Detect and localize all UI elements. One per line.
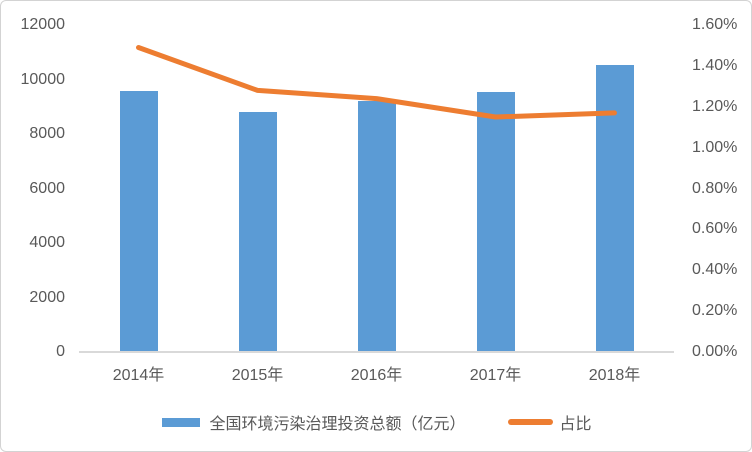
x-axis-tick-label: 2016年 xyxy=(350,367,403,384)
right-axis-tick-label: 0.40% xyxy=(692,261,738,279)
x-axis-tick-label: 2015年 xyxy=(231,367,284,384)
right-axis-tick-label: 1.60% xyxy=(692,16,738,33)
left-axis-tick-label: 0 xyxy=(56,343,65,360)
x-axis-tick-label: 2017年 xyxy=(469,367,522,384)
right-axis-tick-label: 0.20% xyxy=(692,302,738,320)
legend-label: 占比 xyxy=(559,416,592,433)
left-axis-tick-label: 4000 xyxy=(29,234,65,251)
bar-2014年 xyxy=(119,91,158,352)
x-axis-tick-label: 2014年 xyxy=(112,367,165,384)
x-axis-tick-label: 2018年 xyxy=(588,367,641,384)
right-axis-tick-label: 0.60% xyxy=(692,220,738,238)
legend-item-ratio: 占比 xyxy=(507,410,592,434)
bar-2018年 xyxy=(595,65,634,352)
right-axis-tick-label: 0.80% xyxy=(692,179,738,197)
bar-2015年 xyxy=(238,112,277,352)
legend-item-investment: 全国环境污染治理投资总额（亿元） xyxy=(162,410,466,434)
left-axis-tick-label: 8000 xyxy=(29,125,65,142)
right-axis-tick-label: 0.00% xyxy=(692,343,738,360)
x-axis-line xyxy=(79,351,674,353)
right-axis-tick-label: 1.40% xyxy=(692,56,738,74)
left-axis-tick-label: 10000 xyxy=(20,70,66,88)
left-axis-tick-label: 2000 xyxy=(29,288,65,306)
left-axis-tick-label: 12000 xyxy=(20,16,66,33)
bar-2016年 xyxy=(357,100,396,352)
right-axis-tick-label: 1.00% xyxy=(692,138,738,156)
legend-bar-swatch xyxy=(162,417,201,427)
bar-2017年 xyxy=(476,92,515,352)
legend-line-swatch xyxy=(507,419,553,425)
right-axis-tick-label: 1.20% xyxy=(692,97,738,115)
left-axis-tick-label: 6000 xyxy=(29,179,65,197)
legend: 全国环境污染治理投资总额（亿元） 占比 xyxy=(1,407,751,437)
legend-label: 全国环境污染治理投资总额（亿元） xyxy=(209,416,466,433)
